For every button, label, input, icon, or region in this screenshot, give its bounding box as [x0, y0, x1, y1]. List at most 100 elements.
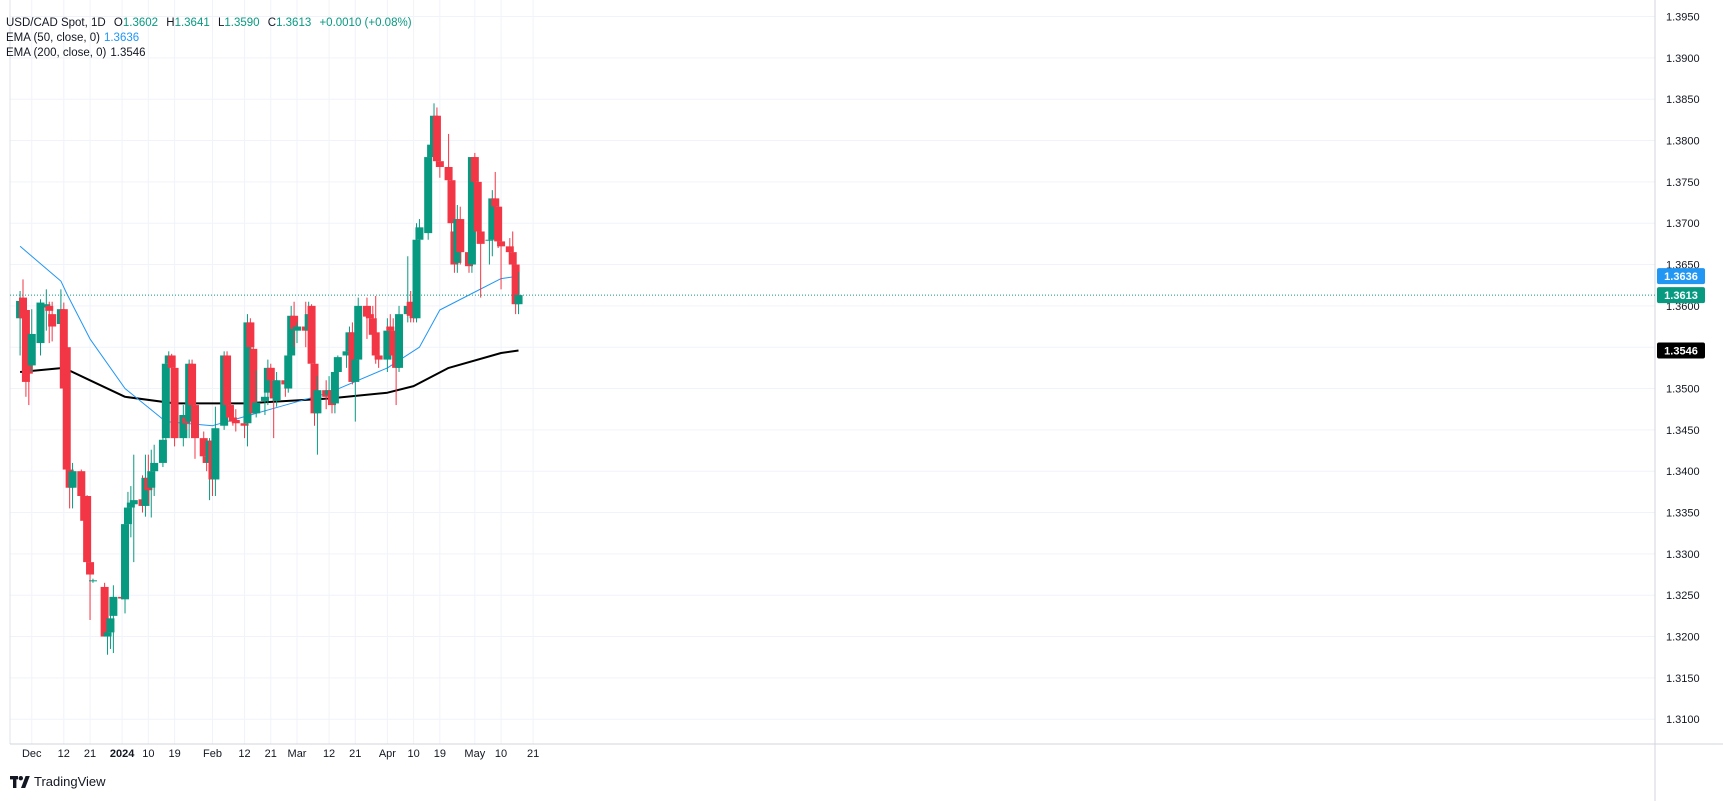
x-tick-label: Dec [22, 748, 42, 760]
candle-body [158, 439, 167, 463]
high-key: H [166, 17, 175, 29]
legend-ema200-row[interactable]: EMA (200, close, 0) 1.3546 [6, 46, 412, 61]
candle-body [211, 428, 220, 480]
candle-body [365, 314, 374, 319]
y-tick-label: 1.3200 [1666, 632, 1700, 644]
candle-down [456, 206, 465, 265]
price-badge-bg [1657, 287, 1705, 304]
candle-down [511, 257, 520, 315]
price-badge: 1.3613 [1657, 287, 1705, 304]
high-value: 1.3641 [174, 17, 210, 29]
candle-up [415, 219, 424, 244]
candle-body [284, 355, 293, 389]
candle-body [293, 326, 302, 331]
price-badge: 1.3546 [1657, 342, 1705, 359]
candle-up [272, 372, 281, 407]
candle-body [188, 363, 197, 406]
candle-down [497, 231, 506, 290]
candle-up [287, 305, 296, 360]
candle-up [293, 322, 302, 344]
candle-body [27, 333, 36, 366]
legend-main-row: USD/CAD Spot, 1D O1.3602 H1.3641 L1.3590… [6, 16, 412, 31]
x-tick-label: 21 [349, 748, 361, 760]
candle-up [161, 355, 170, 447]
candle-body [395, 314, 404, 368]
candle-body [412, 239, 421, 319]
price-badge-label: 1.3546 [1664, 346, 1698, 358]
x-tick-label: 19 [168, 748, 180, 760]
candle-up [333, 355, 342, 381]
candle-body [45, 305, 54, 311]
candle-body [68, 471, 77, 488]
grid [10, 0, 1655, 744]
x-tick-label: Mar [288, 748, 307, 760]
price-axis[interactable]: 1.3100 1.3150 1.3200 1.3250 1.3300 1.3350 1.34… [1666, 12, 1700, 727]
candle-body [19, 297, 27, 319]
candle-down [447, 177, 456, 236]
candle-body [272, 380, 281, 401]
candle-body [444, 166, 453, 181]
candle-body [514, 295, 523, 305]
candle-down [432, 107, 441, 167]
x-tick-label: 2024 [110, 748, 135, 760]
candle-up [284, 351, 293, 393]
candle-up [395, 305, 404, 372]
y-tick-label: 1.3100 [1666, 714, 1700, 726]
candle-body [415, 227, 424, 240]
ema200-label: EMA (200, close, 0) [6, 47, 107, 59]
candle-body [240, 423, 249, 426]
candle-down [473, 180, 482, 240]
x-tick-label: 21 [265, 748, 277, 760]
x-tick-label: 21 [84, 748, 96, 760]
candle-down [374, 338, 383, 368]
x-tick-label: Feb [203, 748, 222, 760]
candle-body [348, 332, 357, 382]
candle-body [505, 246, 514, 253]
candle-body [333, 357, 342, 372]
candle-body [287, 315, 296, 356]
candle-body [488, 198, 497, 240]
candle-up [313, 376, 322, 455]
candle-body [260, 396, 269, 401]
legend-ema50-row[interactable]: EMA (50, close, 0) 1.3636 [6, 31, 412, 46]
candle-body [199, 438, 208, 457]
candle-body [223, 355, 232, 406]
candle-body [179, 414, 188, 439]
change-value: +0.0010 (+0.08%) [319, 17, 412, 29]
time-axis[interactable]: Dec 12 21 2024 10 19 Feb 12 21 Mar 12 21 Apr 10 19 May 1… [22, 748, 539, 760]
candle-body [310, 363, 319, 414]
candle-body [141, 477, 150, 506]
candle-up [514, 271, 523, 315]
candle-body [123, 507, 132, 525]
candle-body [406, 301, 415, 316]
candle-body [100, 586, 109, 637]
candle-body [77, 471, 86, 496]
candle-body [424, 157, 433, 234]
y-tick-label: 1.3400 [1666, 466, 1700, 478]
candle-body [126, 502, 135, 508]
candle-body [330, 372, 339, 404]
ema50-value: 1.3636 [103, 32, 140, 44]
candle-body [170, 367, 179, 439]
candle-body [150, 462, 159, 472]
candle-up [147, 449, 156, 518]
candle-body [190, 405, 199, 439]
candle-body [494, 206, 503, 242]
open-key: O [113, 17, 123, 29]
candle-body [508, 252, 517, 265]
symbol-label[interactable]: USD/CAD Spot, 1D [6, 17, 106, 29]
candle-body [103, 632, 112, 637]
x-tick-label: May [464, 748, 485, 760]
candle-down [83, 495, 92, 571]
y-tick-label: 1.3300 [1666, 549, 1700, 561]
tradingview-brand[interactable]: TradingView [10, 774, 106, 789]
y-tick-label: 1.3750 [1666, 177, 1700, 189]
ema50-label: EMA (50, close, 0) [6, 32, 100, 44]
candle-body [491, 198, 500, 207]
y-tick-label: 1.3500 [1666, 384, 1700, 396]
candle-body [62, 347, 71, 470]
candle-body [485, 239, 494, 241]
price-badge-bg [1657, 268, 1705, 285]
candle-up [150, 444, 159, 496]
